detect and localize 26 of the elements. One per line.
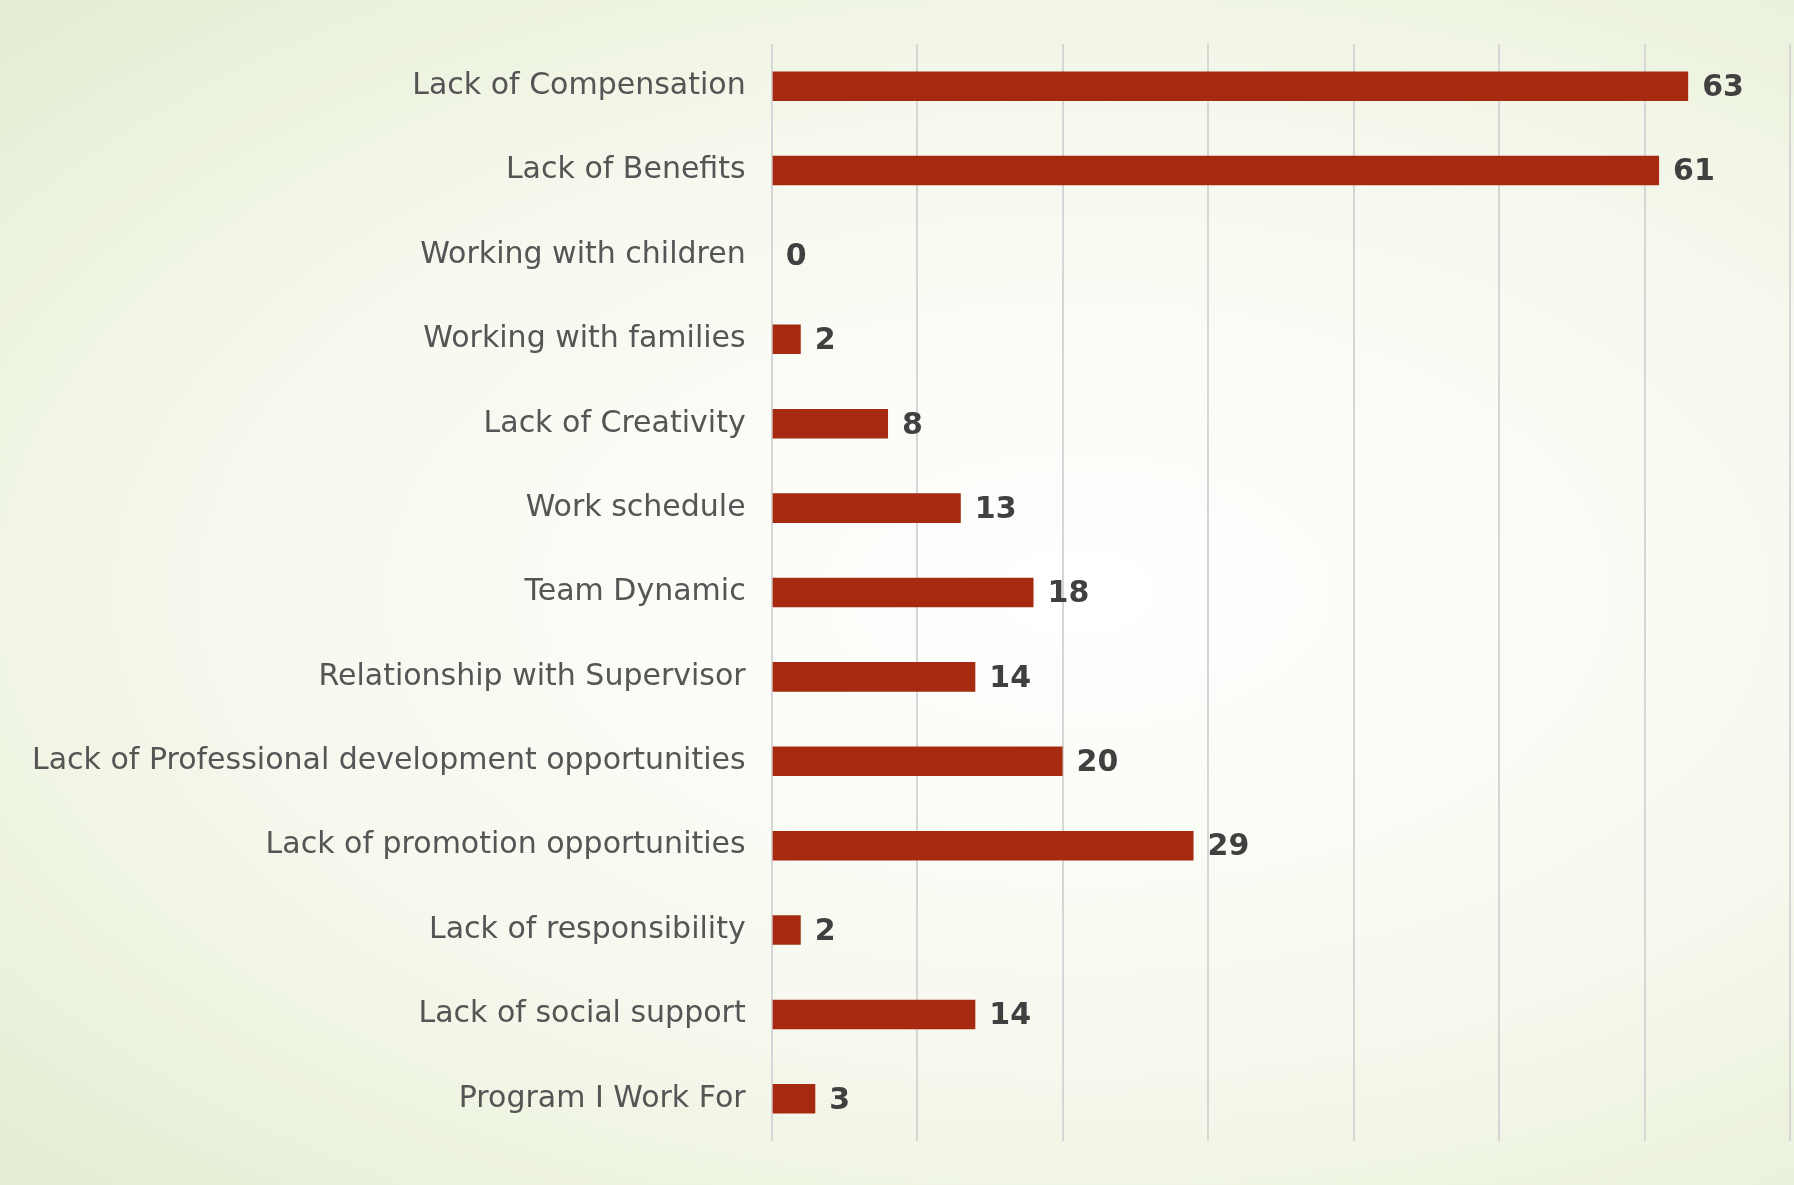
data-label: 0 [785,236,807,272]
data-label: 8 [902,405,923,441]
data-label: 18 [1047,574,1090,610]
data-label: 61 [1673,152,1715,188]
y-tick-label: Lack of Benefits [505,150,746,186]
y-tick-label: Working with families [423,319,746,355]
data-label: 29 [1207,827,1250,863]
y-tick-label: Lack of responsibility [429,909,746,945]
data-label: 14 [989,996,1032,1032]
data-label: 20 [1076,743,1119,779]
data-label: 2 [814,321,836,357]
data-label: 3 [829,1080,851,1116]
y-tick-label: Lack of promotion opportunities [265,825,746,861]
y-tick-label: Lack of Professional development opportunities [31,741,746,777]
y-tick-label: Work schedule [525,487,746,523]
data-label: 2 [814,911,836,947]
y-tick-label: Relationship with Supervisor [318,656,747,692]
y-tick-label: Team Dynamic [523,572,746,608]
y-tick-label: Lack of Creativity [483,403,746,439]
y-tick-label: Working with children [420,234,746,270]
y-tick-label: Lack of Compensation [412,65,746,101]
data-label: 13 [974,489,1017,525]
data-label: 63 [1702,67,1744,103]
data-label: 14 [989,658,1032,694]
y-tick-label: Lack of social support [418,994,746,1030]
y-tick-label: Program I Work For [458,1078,747,1114]
